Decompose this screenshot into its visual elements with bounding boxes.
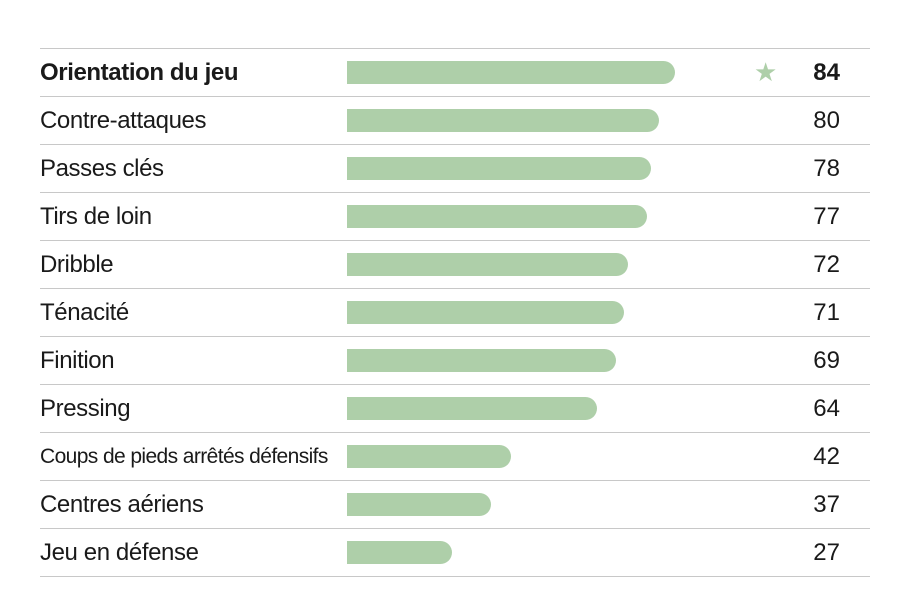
chart-row: Contre-attaques 80: [40, 96, 870, 144]
category-label: Passes clés: [40, 155, 164, 182]
chart-row: Coups de pieds arrêtés défensifs 42: [40, 432, 870, 480]
bar: [347, 109, 659, 132]
bar: [347, 397, 597, 420]
value-label: 77: [813, 203, 840, 230]
bar: [347, 349, 617, 372]
bar: [347, 253, 628, 276]
category-label: Ténacité: [40, 299, 129, 326]
star-icon: ★: [754, 57, 778, 87]
category-label: Contre-attaques: [40, 107, 207, 134]
bar: [347, 541, 453, 564]
value-label: 78: [813, 155, 840, 182]
category-label: Jeu en défense: [40, 539, 199, 566]
value-label: 42: [813, 443, 840, 470]
bar: [347, 157, 652, 180]
category-label: Tirs de loin: [40, 203, 152, 230]
chart-row: Passes clés 78: [40, 144, 870, 192]
category-label: Orientation du jeu: [40, 59, 239, 86]
bar: [347, 445, 511, 468]
category-label: Dribble: [40, 251, 114, 278]
category-label: Finition: [40, 347, 115, 374]
value-label: 80: [813, 107, 840, 134]
chart-row: Centres aériens 37: [40, 480, 870, 528]
bar: [347, 61, 675, 84]
value-label: 64: [813, 395, 840, 422]
skill-bar-chart: Orientation du jeu ★ 84 Contre-attaques 80 Pa…: [40, 48, 870, 577]
category-label: Centres aériens: [40, 491, 204, 518]
value-label: 69: [813, 347, 840, 374]
value-label: 71: [813, 299, 840, 326]
chart-row: Pressing 64: [40, 384, 870, 432]
bar: [347, 301, 624, 324]
chart-row: Orientation du jeu ★ 84: [40, 48, 870, 96]
value-label: 37: [813, 491, 840, 518]
chart-row: Jeu en défense 27: [40, 528, 870, 577]
chart-row: Tirs de loin 77: [40, 192, 870, 240]
chart-row: Dribble 72: [40, 240, 870, 288]
value-label: 27: [813, 539, 840, 566]
chart-row: Ténacité 71: [40, 288, 870, 336]
bar: [347, 205, 648, 228]
chart-row: Finition 69: [40, 336, 870, 384]
category-label: Pressing: [40, 395, 131, 422]
category-label: Coups de pieds arrêtés défensifs: [40, 445, 328, 468]
value-label: 84: [813, 59, 840, 86]
value-label: 72: [813, 251, 840, 278]
bar: [347, 493, 492, 516]
